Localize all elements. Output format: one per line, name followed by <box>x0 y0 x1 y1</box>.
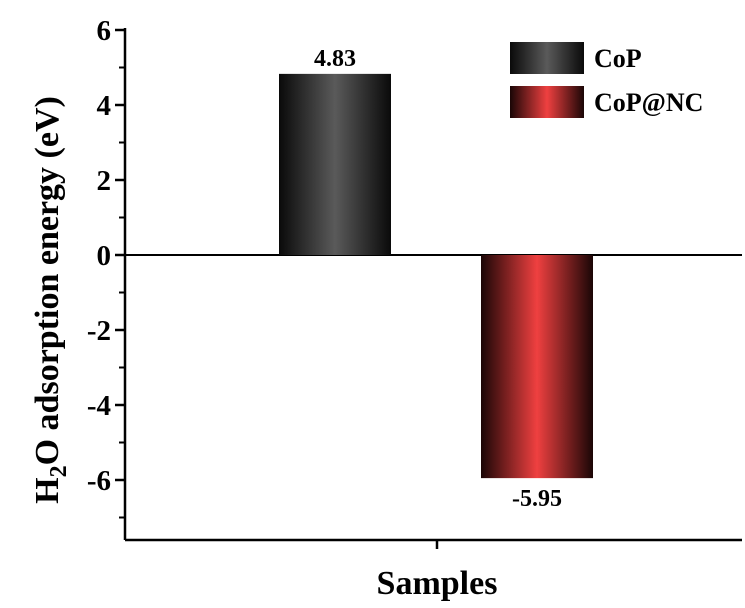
data-label-cop: 4.83 <box>314 46 356 72</box>
bar-cop <box>279 73 391 255</box>
x-axis-title: Samples <box>377 565 498 602</box>
legend-label-cop: CoP <box>594 44 642 73</box>
y-tick-label-0: 0 <box>97 240 112 272</box>
plot-area: 6 4 2 0 -2 -4 -6 4.83 -5.95 CoP CoP@NC <box>87 15 742 549</box>
bar-cop-nc <box>481 255 593 479</box>
y-tick-label--2: -2 <box>87 315 111 347</box>
legend-swatch-cop-nc <box>510 86 584 118</box>
y-tick-label-6: 6 <box>97 15 112 47</box>
legend-label-cop-nc: CoP@NC <box>594 88 703 117</box>
y-tick-label--4: -4 <box>87 390 111 422</box>
legend-swatch-cop <box>510 42 584 74</box>
y-axis-title: H2O adsorption energy (eV) <box>29 96 72 504</box>
y-tick-label-4: 4 <box>97 90 112 122</box>
data-label-cop-nc: -5.95 <box>512 486 562 512</box>
y-tick-label--6: -6 <box>87 465 111 497</box>
y-tick-label-2: 2 <box>97 165 112 197</box>
